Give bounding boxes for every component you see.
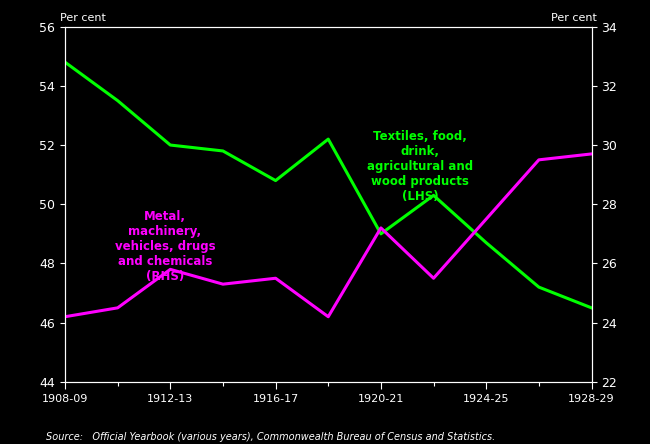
Text: Textiles, food,
drink,
agricultural and
wood products
(LHS): Textiles, food, drink, agricultural and … <box>367 130 473 203</box>
Text: Metal,
machinery,
vehicles, drugs
and chemicals
(RHS): Metal, machinery, vehicles, drugs and ch… <box>114 210 215 283</box>
Text: Per cent: Per cent <box>60 13 105 23</box>
Text: Source:   Official Yearbook (various years), Commonwealth Bureau of Census and S: Source: Official Yearbook (various years… <box>46 432 495 442</box>
Text: Per cent: Per cent <box>551 13 597 23</box>
